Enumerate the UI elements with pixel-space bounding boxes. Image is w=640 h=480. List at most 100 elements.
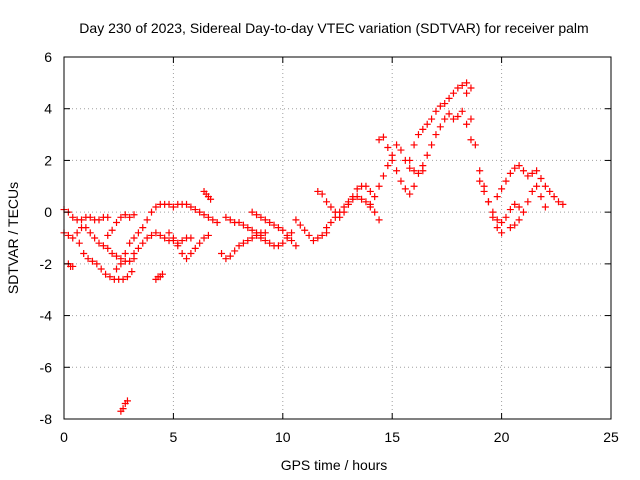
data-point: [126, 257, 134, 265]
data-point: [449, 89, 457, 97]
series-arc-d: [113, 200, 186, 273]
data-point: [493, 224, 501, 232]
data-point: [102, 270, 110, 278]
data-point: [301, 226, 309, 234]
data-point: [80, 250, 88, 258]
y-tick-label: -2: [40, 256, 53, 272]
plot-frame: [63, 56, 612, 420]
data-point: [213, 218, 221, 226]
data-point: [121, 250, 129, 258]
data-point: [222, 255, 230, 263]
data-point: [231, 247, 239, 255]
data-point: [78, 216, 86, 224]
data-point: [371, 208, 379, 216]
data-point: [528, 169, 536, 177]
data-point: [235, 218, 243, 226]
data-point: [358, 195, 366, 203]
data-point: [384, 162, 392, 170]
data-point: [93, 260, 101, 268]
data-point: [410, 141, 418, 149]
data-point: [537, 175, 545, 183]
data-point: [261, 216, 269, 224]
data-point: [117, 213, 125, 221]
data-point: [187, 234, 195, 242]
data-point: [519, 208, 527, 216]
data-point: [410, 182, 418, 190]
data-point: [222, 213, 230, 221]
data-point: [69, 234, 77, 242]
data-point: [274, 242, 282, 250]
data-point: [130, 234, 138, 242]
series-arc-i: [200, 187, 215, 203]
data-point: [318, 190, 326, 198]
data-point: [379, 172, 387, 180]
data-point: [489, 208, 497, 216]
data-point: [134, 229, 142, 237]
data-point: [69, 213, 77, 221]
data-point: [187, 203, 195, 211]
data-point: [463, 120, 471, 128]
data-point: [371, 193, 379, 201]
data-point: [283, 234, 291, 242]
data-point: [88, 257, 96, 265]
data-point: [397, 146, 405, 154]
data-point: [158, 270, 166, 278]
data-point: [533, 182, 541, 190]
data-point: [366, 203, 374, 211]
data-point: [169, 203, 177, 211]
series-arc-z: [152, 270, 166, 283]
data-point: [292, 216, 300, 224]
y-tick-labels: -8 -6 -4 -2 0 2 4 6: [40, 49, 53, 427]
axis-ticks: [63, 56, 612, 420]
x-tick-label: 0: [60, 429, 68, 445]
data-point: [165, 200, 173, 208]
data-point: [423, 120, 431, 128]
data-point: [235, 242, 243, 250]
data-point: [113, 265, 121, 273]
data-point: [436, 123, 444, 131]
data-point: [113, 252, 121, 260]
data-point: [121, 211, 129, 219]
data-point: [454, 84, 462, 92]
data-point: [410, 167, 418, 175]
data-point: [288, 229, 296, 237]
data-point: [476, 167, 484, 175]
data-point: [305, 231, 313, 239]
data-point: [191, 244, 199, 252]
data-point: [279, 226, 287, 234]
data-point: [379, 133, 387, 141]
series-arc-m: [257, 229, 296, 250]
data-point: [266, 239, 274, 247]
y-tick-label: -6: [40, 359, 53, 375]
series-arc-t: [419, 107, 475, 170]
data-point: [336, 208, 344, 216]
data-point: [467, 115, 475, 123]
data-point: [161, 234, 169, 242]
data-point: [274, 224, 282, 232]
data-point: [270, 221, 278, 229]
data-point: [515, 216, 523, 224]
data-marks: [60, 79, 567, 415]
y-tick-label: -8: [40, 411, 53, 427]
data-point: [323, 198, 331, 206]
data-point: [119, 405, 127, 413]
data-point: [143, 234, 151, 242]
data-point: [226, 252, 234, 260]
data-point: [559, 200, 567, 208]
data-point: [344, 198, 352, 206]
data-point: [493, 193, 501, 201]
data-point: [314, 234, 322, 242]
data-point: [445, 110, 453, 118]
series-arc-q: [366, 141, 427, 211]
data-point: [261, 237, 269, 245]
data-point: [493, 216, 501, 224]
series-arc-s: [406, 79, 475, 164]
data-point: [366, 187, 374, 195]
data-point: [73, 229, 81, 237]
data-point: [108, 226, 116, 234]
series-arc-f: [130, 229, 195, 258]
data-point: [353, 185, 361, 193]
data-point: [397, 177, 405, 185]
data-point: [174, 242, 182, 250]
